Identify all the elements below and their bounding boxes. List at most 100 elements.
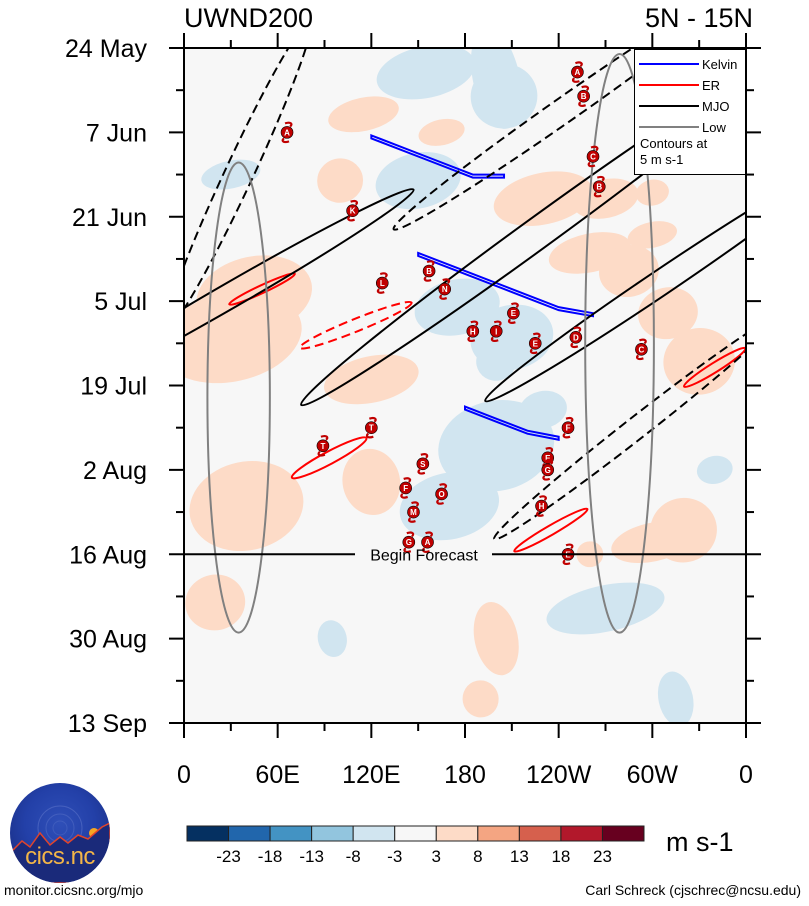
storm-label: A — [575, 68, 581, 77]
storm-marker: A — [571, 61, 584, 83]
storm-label: B — [581, 92, 587, 101]
storm-label: T — [369, 424, 374, 433]
latitude-band-label: 5N - 15N — [644, 3, 753, 33]
legend-swatch-low — [639, 126, 699, 128]
storm-disc-icon — [592, 180, 606, 193]
storm-disc-icon — [316, 439, 330, 453]
axes: 24 May 7 Jun 21 Jun 5 Jul 19 Jul 2 Aug 16 Aug 3… — [65, 33, 761, 789]
anomaly-blob — [211, 73, 344, 143]
anomaly-blob — [376, 48, 476, 100]
storm-disc-icon — [435, 487, 448, 501]
anomaly-blob — [399, 471, 500, 541]
y-tick-label: 2 Aug — [83, 457, 147, 485]
contour-kelvin — [417, 251, 595, 318]
logo-mountains-icon — [10, 805, 110, 883]
anomaly-blob — [476, 342, 517, 381]
storm-swirl-icon — [635, 338, 647, 361]
storm-swirl-icon — [587, 145, 599, 168]
anomaly-blob — [663, 328, 735, 395]
anomaly-blob — [185, 574, 246, 631]
storm-marker: I — [489, 320, 503, 343]
legend-label-low: Low — [702, 119, 726, 135]
storm-label: H — [539, 502, 545, 511]
legend-item-low: Low — [639, 119, 726, 135]
storm-disc-icon — [528, 337, 542, 350]
storm-swirl-icon — [593, 175, 605, 198]
storm-label: A — [284, 128, 290, 137]
legend-note: Contours at 5 m s-1 — [640, 136, 707, 168]
storm-marker: S — [416, 453, 430, 475]
colorbar-swatch — [311, 825, 354, 842]
anomaly-blob — [635, 179, 669, 206]
storm-disc-icon — [635, 343, 648, 356]
storm-marker: F — [561, 416, 575, 439]
storm-marker: T — [316, 435, 330, 457]
storm-label: H — [470, 327, 476, 336]
colorbar-label: 18 — [551, 847, 570, 866]
storm-swirl-icon — [281, 121, 293, 144]
storm-swirl-icon — [570, 326, 582, 349]
storm-swirl-icon — [317, 435, 329, 457]
storm-label: E — [511, 309, 517, 318]
colorbar-label: 23 — [593, 847, 612, 866]
storm-marker: K — [346, 199, 359, 222]
contour-mjo — [184, 188, 415, 403]
contour-er — [298, 300, 413, 350]
storm-label: G — [545, 466, 551, 475]
storm-swirl-icon — [562, 416, 574, 439]
storm-marker: N — [438, 278, 452, 300]
storm-disc-icon — [569, 330, 583, 344]
storm-disc-icon — [489, 324, 503, 338]
storm-marker: B — [577, 85, 590, 107]
y-tick-label: 5 Jul — [94, 288, 147, 316]
storm-swirl-icon — [507, 302, 519, 324]
storm-marker: D — [569, 326, 583, 349]
anomaly-blob — [317, 158, 364, 203]
wave-contours — [184, 48, 746, 634]
colorbar-swatch — [228, 825, 271, 842]
logo-text: cics.nc — [25, 843, 95, 870]
storm-swirl-icon — [400, 477, 412, 499]
colorbar-label: 8 — [473, 847, 482, 866]
x-tick-label: 180 — [444, 761, 486, 789]
anomaly-blob — [342, 448, 401, 516]
anomaly-blob — [189, 461, 304, 552]
storm-marker: H — [466, 320, 480, 343]
colorbar-label: -13 — [299, 847, 324, 866]
colorbar-swatch — [560, 825, 603, 842]
contour-er — [228, 272, 296, 306]
contour-low — [584, 53, 655, 634]
author-credit: Carl Schreck (cjschrec@ncsu.edu) — [585, 882, 801, 898]
storm-disc-icon — [507, 306, 520, 320]
storm-swirl-icon — [408, 501, 419, 523]
storm-label: N — [442, 285, 448, 294]
storm-marker: B — [592, 175, 606, 198]
storm-swirl-icon — [436, 483, 448, 505]
storm-disc-icon — [571, 65, 584, 79]
colorbar-swatch — [186, 825, 230, 842]
contour-mjo — [392, 48, 741, 231]
storm-marker: E — [507, 302, 520, 324]
legend-label-er: ER — [702, 77, 721, 93]
website-link[interactable]: monitor.cicsnc.org/mjo — [4, 882, 144, 898]
storm-label: B — [596, 183, 602, 192]
storm-label: F — [403, 484, 408, 493]
storm-disc-icon — [421, 535, 434, 549]
storm-label: G — [406, 538, 412, 547]
anomaly-blob — [462, 680, 499, 718]
storm-label: I — [495, 327, 497, 336]
anomaly-blob — [418, 118, 465, 146]
storm-swirl-icon — [562, 543, 574, 566]
storm-label: B — [426, 267, 432, 276]
storm-disc-icon — [407, 505, 420, 519]
anomaly-blob — [696, 455, 733, 484]
anomaly-blob — [519, 390, 567, 429]
storm-marker: H — [535, 495, 548, 517]
storm-disc-icon — [346, 204, 359, 218]
storm-swirl-icon — [347, 199, 359, 222]
legend-item-er: ER — [639, 77, 720, 93]
anomaly-blob — [493, 171, 593, 226]
storm-marker: T — [365, 416, 378, 439]
anomaly-field — [184, 48, 735, 723]
y-tick-label: 16 Aug — [69, 541, 147, 569]
